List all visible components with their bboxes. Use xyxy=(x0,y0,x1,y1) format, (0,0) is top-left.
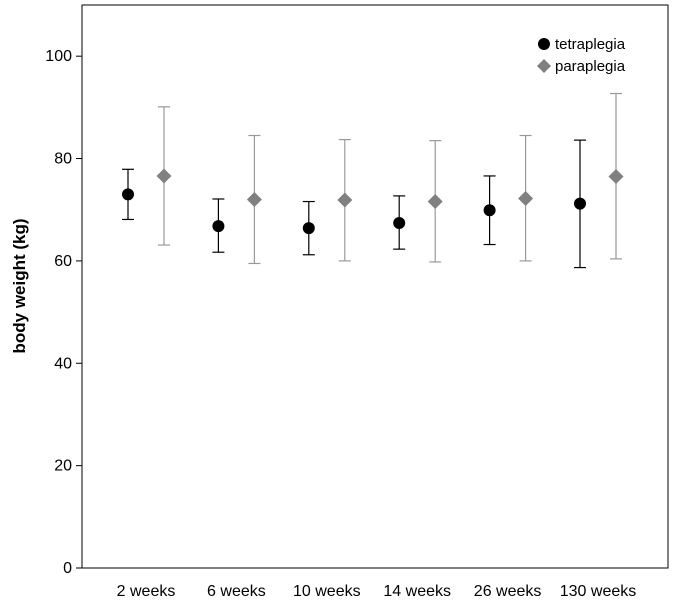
x-category-label: 10 weeks xyxy=(293,583,361,600)
legend-marker-tetraplegia xyxy=(538,38,550,50)
data-point-tetraplegia xyxy=(212,220,225,233)
y-axis-label: body weight (kg) xyxy=(10,218,29,353)
x-category-label: 14 weeks xyxy=(383,583,451,600)
data-point-paraplegia xyxy=(246,191,262,207)
y-tick-label: 60 xyxy=(54,253,72,270)
x-category-label: 130 weeks xyxy=(560,583,637,600)
data-point-paraplegia xyxy=(337,192,353,208)
legend-marker-paraplegia xyxy=(537,59,551,73)
data-point-paraplegia xyxy=(608,168,624,184)
data-point-paraplegia xyxy=(156,168,172,184)
series-paraplegia xyxy=(156,92,624,265)
data-point-tetraplegia xyxy=(483,204,496,217)
x-axis: 2 weeks 6 weeks 10 weeks 14 weeks 26 weeks 13… xyxy=(117,583,637,600)
data-marks xyxy=(122,92,624,269)
y-tick-label: 20 xyxy=(54,458,72,475)
legend: tetraplegia paraplegia xyxy=(537,36,626,75)
y-tick-label: 0 xyxy=(63,560,72,577)
x-category-label: 2 weeks xyxy=(117,583,176,600)
y-tick-label: 100 xyxy=(45,48,72,65)
y-tick-label: 80 xyxy=(54,151,72,168)
data-point-paraplegia xyxy=(518,190,534,206)
data-point-tetraplegia xyxy=(122,188,134,201)
x-category-label: 6 weeks xyxy=(207,583,266,600)
y-tick-label: 40 xyxy=(54,355,72,372)
plot-frame xyxy=(81,4,669,569)
y-axis: 0 20 40 60 80 100 xyxy=(45,48,82,577)
legend-label-paraplegia: paraplegia xyxy=(555,58,626,75)
data-point-tetraplegia xyxy=(393,217,406,230)
series-tetraplegia xyxy=(122,139,586,269)
x-category-label: 26 weeks xyxy=(474,583,542,600)
legend-label-tetraplegia: tetraplegia xyxy=(555,36,626,53)
data-point-paraplegia xyxy=(427,194,443,210)
data-point-tetraplegia xyxy=(574,197,586,210)
data-point-tetraplegia xyxy=(302,222,315,235)
